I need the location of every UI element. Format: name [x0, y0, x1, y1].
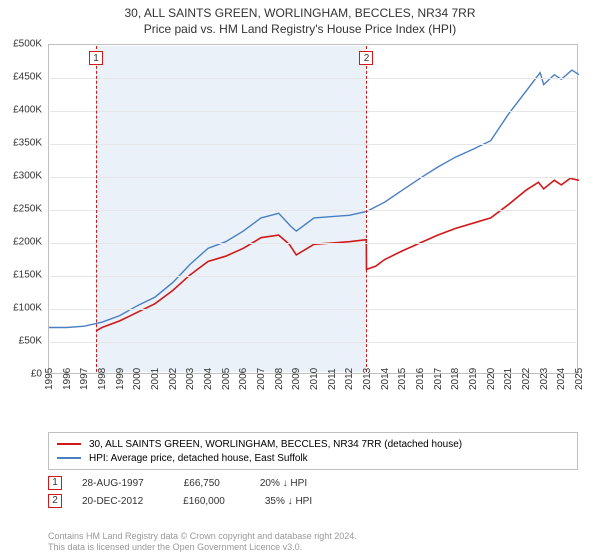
legend-swatch-1 — [57, 457, 81, 459]
x-tick-label: 2021 — [503, 368, 514, 390]
x-tick-label: 2004 — [203, 368, 214, 390]
title-sub: Price paid vs. HM Land Registry's House … — [0, 22, 600, 36]
y-tick-label: £150K — [0, 270, 42, 281]
x-tick-label: 1996 — [62, 368, 73, 390]
sale-row-1: 2 20-DEC-2012 £160,000 35% ↓ HPI — [48, 492, 312, 510]
gridline — [50, 78, 576, 79]
series-price_paid — [96, 178, 579, 331]
y-tick-label: £300K — [0, 171, 42, 182]
x-tick-label: 2019 — [468, 368, 479, 390]
footer: Contains HM Land Registry data © Crown c… — [48, 531, 357, 554]
series-hpi — [49, 70, 579, 327]
x-tick-label: 2012 — [344, 368, 355, 390]
x-tick-label: 2009 — [291, 368, 302, 390]
sale-date-1: 20-DEC-2012 — [82, 496, 143, 507]
plot: 12 — [48, 44, 578, 374]
legend-row-1: HPI: Average price, detached house, East… — [57, 451, 569, 465]
sale-row-0: 1 28-AUG-1997 £66,750 20% ↓ HPI — [48, 474, 312, 492]
marker-vline — [96, 46, 97, 372]
legend: 30, ALL SAINTS GREEN, WORLINGHAM, BECCLE… — [48, 432, 578, 470]
gridline — [50, 243, 576, 244]
y-tick-label: £500K — [0, 39, 42, 50]
footer-line-1: Contains HM Land Registry data © Crown c… — [48, 531, 357, 543]
y-tick-label: £250K — [0, 204, 42, 215]
sale-delta-0: 20% ↓ HPI — [260, 478, 307, 489]
x-tick-label: 1995 — [44, 368, 55, 390]
x-tick-label: 2015 — [397, 368, 408, 390]
footer-line-2: This data is licensed under the Open Gov… — [48, 542, 357, 554]
x-tick-label: 2022 — [521, 368, 532, 390]
x-tick-label: 2007 — [256, 368, 267, 390]
x-tick-label: 2013 — [362, 368, 373, 390]
x-tick-label: 2002 — [168, 368, 179, 390]
legend-swatch-0 — [57, 443, 81, 445]
legend-label-1: HPI: Average price, detached house, East… — [89, 453, 308, 464]
gridline — [50, 276, 576, 277]
y-tick-label: £450K — [0, 72, 42, 83]
chart-area: 12 £0£50K£100K£150K£200K£250K£300K£350K£… — [48, 44, 578, 392]
gridline — [50, 309, 576, 310]
y-tick-label: £0 — [0, 369, 42, 380]
x-tick-label: 2016 — [415, 368, 426, 390]
gridline — [50, 177, 576, 178]
x-tick-label: 2018 — [450, 368, 461, 390]
x-tick-label: 2014 — [380, 368, 391, 390]
sale-marker-1: 2 — [48, 494, 62, 508]
x-tick-label: 2025 — [574, 368, 585, 390]
x-tick-label: 2003 — [185, 368, 196, 390]
sale-date-0: 28-AUG-1997 — [82, 478, 144, 489]
sales-table: 1 28-AUG-1997 £66,750 20% ↓ HPI 2 20-DEC… — [48, 474, 312, 510]
x-tick-label: 1999 — [115, 368, 126, 390]
x-tick-label: 1997 — [79, 368, 90, 390]
x-tick-label: 2006 — [238, 368, 249, 390]
x-tick-label: 2001 — [150, 368, 161, 390]
x-tick-label: 2000 — [132, 368, 143, 390]
legend-row-0: 30, ALL SAINTS GREEN, WORLINGHAM, BECCLE… — [57, 437, 569, 451]
x-tick-label: 2020 — [486, 368, 497, 390]
titles: 30, ALL SAINTS GREEN, WORLINGHAM, BECCLE… — [0, 0, 600, 36]
sale-price-1: £160,000 — [183, 496, 225, 507]
gridline — [50, 210, 576, 211]
x-tick-label: 2024 — [556, 368, 567, 390]
x-tick-label: 2005 — [221, 368, 232, 390]
x-tick-label: 2011 — [327, 368, 338, 390]
chart-container: 30, ALL SAINTS GREEN, WORLINGHAM, BECCLE… — [0, 0, 600, 560]
y-tick-label: £50K — [0, 336, 42, 347]
gridline — [50, 111, 576, 112]
y-tick-label: £350K — [0, 138, 42, 149]
sale-price-0: £66,750 — [184, 478, 220, 489]
marker-vline — [366, 46, 367, 372]
y-tick-label: £100K — [0, 303, 42, 314]
gridline — [50, 342, 576, 343]
x-tick-label: 2010 — [309, 368, 320, 390]
sale-delta-1: 35% ↓ HPI — [265, 496, 312, 507]
x-tick-label: 2008 — [274, 368, 285, 390]
legend-label-0: 30, ALL SAINTS GREEN, WORLINGHAM, BECCLE… — [89, 439, 462, 450]
gridline — [50, 144, 576, 145]
y-tick-label: £200K — [0, 237, 42, 248]
y-tick-label: £400K — [0, 105, 42, 116]
marker-box: 2 — [359, 51, 373, 65]
x-tick-label: 2017 — [433, 368, 444, 390]
sale-marker-0: 1 — [48, 476, 62, 490]
marker-box: 1 — [89, 51, 103, 65]
title-main: 30, ALL SAINTS GREEN, WORLINGHAM, BECCLE… — [0, 6, 600, 20]
x-tick-label: 2023 — [539, 368, 550, 390]
x-tick-label: 1998 — [97, 368, 108, 390]
